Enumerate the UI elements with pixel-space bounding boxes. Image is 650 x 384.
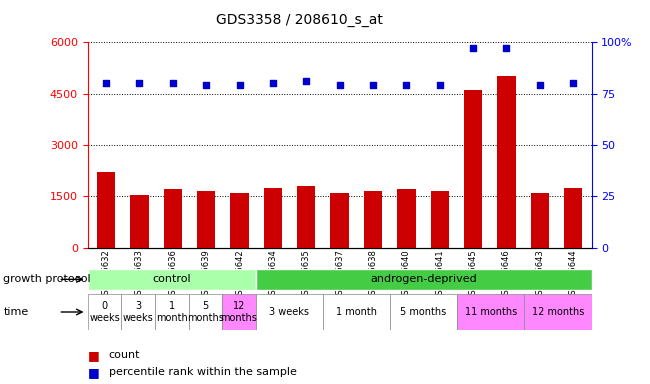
Text: 12 months: 12 months <box>532 307 584 317</box>
Bar <box>390 295 457 329</box>
Point <box>501 45 512 51</box>
Bar <box>130 195 149 248</box>
Bar <box>230 193 249 248</box>
Point <box>434 82 445 88</box>
Bar <box>430 191 449 248</box>
Bar <box>457 295 525 329</box>
Bar <box>525 295 592 329</box>
Text: 11 months: 11 months <box>465 307 517 317</box>
Text: 1
month: 1 month <box>156 301 188 323</box>
Text: 3 weeks: 3 weeks <box>269 307 309 317</box>
Bar <box>497 76 515 248</box>
Point <box>468 45 478 51</box>
Text: 12
months: 12 months <box>220 301 257 323</box>
Bar <box>88 269 255 290</box>
Point <box>101 80 111 86</box>
Bar <box>264 188 282 248</box>
Text: control: control <box>152 274 191 285</box>
Point <box>168 80 178 86</box>
Bar <box>164 189 182 248</box>
Point <box>401 82 411 88</box>
Bar <box>88 295 122 329</box>
Text: GDS3358 / 208610_s_at: GDS3358 / 208610_s_at <box>216 13 382 27</box>
Bar <box>222 295 255 329</box>
Bar <box>323 295 390 329</box>
Point <box>201 82 211 88</box>
Bar <box>255 269 592 290</box>
Text: growth protocol: growth protocol <box>3 274 91 285</box>
Bar <box>364 191 382 248</box>
Bar <box>197 191 215 248</box>
Text: 0
weeks: 0 weeks <box>89 301 120 323</box>
Bar <box>297 186 315 248</box>
Bar <box>530 193 549 248</box>
Text: 5 months: 5 months <box>400 307 447 317</box>
Text: ■: ■ <box>88 349 99 362</box>
Point <box>568 80 578 86</box>
Text: 1 month: 1 month <box>336 307 377 317</box>
Point <box>368 82 378 88</box>
Point <box>534 82 545 88</box>
Bar <box>330 193 349 248</box>
Bar <box>188 295 222 329</box>
Text: percentile rank within the sample: percentile rank within the sample <box>109 367 296 377</box>
Point <box>135 80 145 86</box>
Text: count: count <box>109 350 140 360</box>
Bar <box>464 90 482 248</box>
Bar <box>122 295 155 329</box>
Bar <box>397 189 415 248</box>
Point <box>235 82 245 88</box>
Text: ■: ■ <box>88 366 99 379</box>
Point <box>334 82 345 88</box>
Bar <box>97 172 115 248</box>
Text: 5
months: 5 months <box>187 301 224 323</box>
Point <box>301 78 311 84</box>
Text: 3
weeks: 3 weeks <box>123 301 153 323</box>
Point <box>268 80 278 86</box>
Text: androgen-deprived: androgen-deprived <box>370 274 477 285</box>
Bar <box>155 295 188 329</box>
Bar <box>255 295 323 329</box>
Text: time: time <box>3 307 29 317</box>
Bar <box>564 188 582 248</box>
